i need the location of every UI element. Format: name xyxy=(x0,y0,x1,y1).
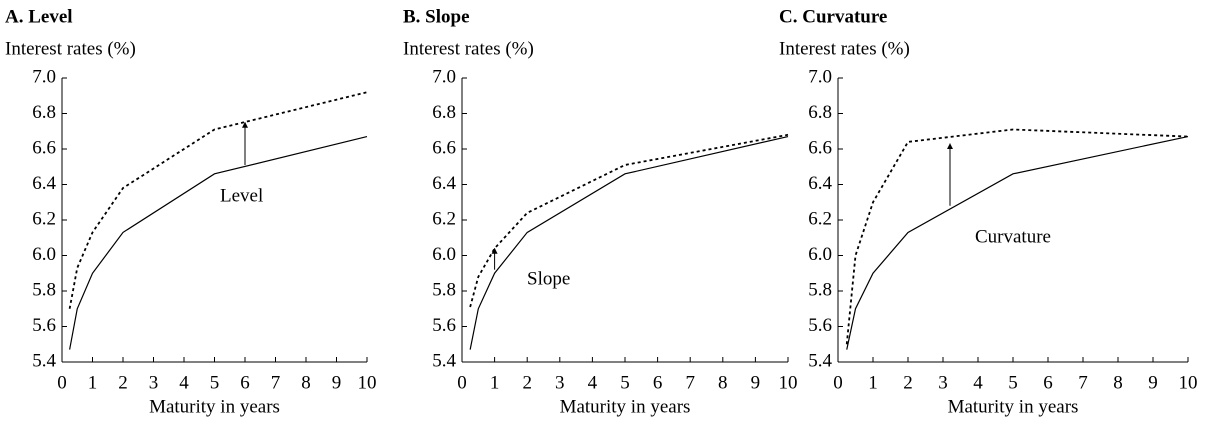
y-tick-label: 6.8 xyxy=(32,102,56,123)
y-axis-label: Interest rates (%) xyxy=(779,38,910,59)
x-tick-label: 3 xyxy=(149,372,159,393)
x-tick-label: 6 xyxy=(240,372,250,393)
y-tick-label: 7.0 xyxy=(432,66,456,87)
y-tick-label: 5.8 xyxy=(32,279,56,300)
x-tick-label: 5 xyxy=(1008,372,1018,393)
y-tick-label: 5.6 xyxy=(32,315,56,336)
y-tick-label: 5.6 xyxy=(432,315,456,336)
y-tick-label: 6.8 xyxy=(808,102,832,123)
x-tick-label: 0 xyxy=(457,372,467,393)
x-tick-label: 1 xyxy=(88,372,98,393)
x-tick-label: 10 xyxy=(358,372,377,393)
x-tick-label: 1 xyxy=(868,372,878,393)
y-tick-label: 6.4 xyxy=(808,173,832,194)
x-tick-label: 10 xyxy=(1179,372,1198,393)
y-tick-label: 6.0 xyxy=(432,244,456,265)
x-tick-label: 4 xyxy=(179,372,189,393)
line-series xyxy=(69,135,368,350)
x-tick-label: 5 xyxy=(620,372,630,393)
x-axis-label: Maturity in years xyxy=(948,396,1079,417)
line-series xyxy=(68,91,368,309)
y-tick-label: 6.0 xyxy=(808,244,832,265)
y-tick-label: 5.4 xyxy=(432,350,456,371)
line-series xyxy=(469,135,789,350)
y-tick-label: 6.2 xyxy=(432,208,456,229)
annotation: Level xyxy=(220,185,263,206)
y-tick-label: 6.2 xyxy=(32,208,56,229)
x-tick-label: 9 xyxy=(332,372,342,393)
y-axis-label: Interest rates (%) xyxy=(5,38,136,59)
x-tick-label: 0 xyxy=(833,372,843,393)
x-tick-label: 4 xyxy=(588,372,598,393)
x-tick-label: 9 xyxy=(751,372,761,393)
x-tick-label: 6 xyxy=(1043,372,1053,393)
y-tick-label: 5.6 xyxy=(808,315,832,336)
annotation: Curvature xyxy=(975,226,1051,247)
line-series xyxy=(846,135,1189,350)
panel-title: C. Curvature xyxy=(779,6,887,27)
x-tick-label: 7 xyxy=(1078,372,1088,393)
x-axis-label: Maturity in years xyxy=(149,396,280,417)
line-series xyxy=(845,128,1189,345)
x-axis-label: Maturity in years xyxy=(560,396,691,417)
y-tick-label: 5.8 xyxy=(432,279,456,300)
y-tick-label: 6.4 xyxy=(432,173,456,194)
y-tick-label: 6.8 xyxy=(432,102,456,123)
x-tick-label: 8 xyxy=(301,372,311,393)
x-tick-label: 8 xyxy=(718,372,728,393)
x-tick-label: 10 xyxy=(779,372,798,393)
x-tick-label: 4 xyxy=(973,372,983,393)
y-tick-label: 6.6 xyxy=(432,137,456,158)
x-tick-label: 3 xyxy=(938,372,948,393)
x-tick-label: 3 xyxy=(555,372,565,393)
y-tick-label: 7.0 xyxy=(32,66,56,87)
x-tick-label: 2 xyxy=(522,372,532,393)
x-tick-label: 8 xyxy=(1113,372,1123,393)
x-tick-label: 7 xyxy=(685,372,695,393)
line-series xyxy=(469,133,789,308)
y-tick-label: 5.8 xyxy=(808,279,832,300)
y-tick-label: 6.0 xyxy=(32,244,56,265)
x-tick-label: 6 xyxy=(653,372,663,393)
y-tick-label: 6.6 xyxy=(808,137,832,158)
y-tick-label: 7.0 xyxy=(808,66,832,87)
y-tick-label: 6.4 xyxy=(32,173,56,194)
x-tick-label: 7 xyxy=(271,372,281,393)
x-tick-label: 9 xyxy=(1148,372,1158,393)
panel-title: B. Slope xyxy=(403,6,470,27)
y-tick-label: 6.6 xyxy=(32,137,56,158)
x-tick-label: 2 xyxy=(903,372,913,393)
x-tick-label: 1 xyxy=(490,372,500,393)
annotation: Slope xyxy=(527,268,570,289)
x-tick-label: 0 xyxy=(57,372,67,393)
y-tick-label: 5.4 xyxy=(32,350,56,371)
y-tick-label: 5.4 xyxy=(808,350,832,371)
x-tick-label: 5 xyxy=(210,372,220,393)
x-tick-label: 2 xyxy=(118,372,128,393)
y-axis-label: Interest rates (%) xyxy=(403,38,534,59)
y-tick-label: 6.2 xyxy=(808,208,832,229)
panel-title: A. Level xyxy=(5,6,73,27)
